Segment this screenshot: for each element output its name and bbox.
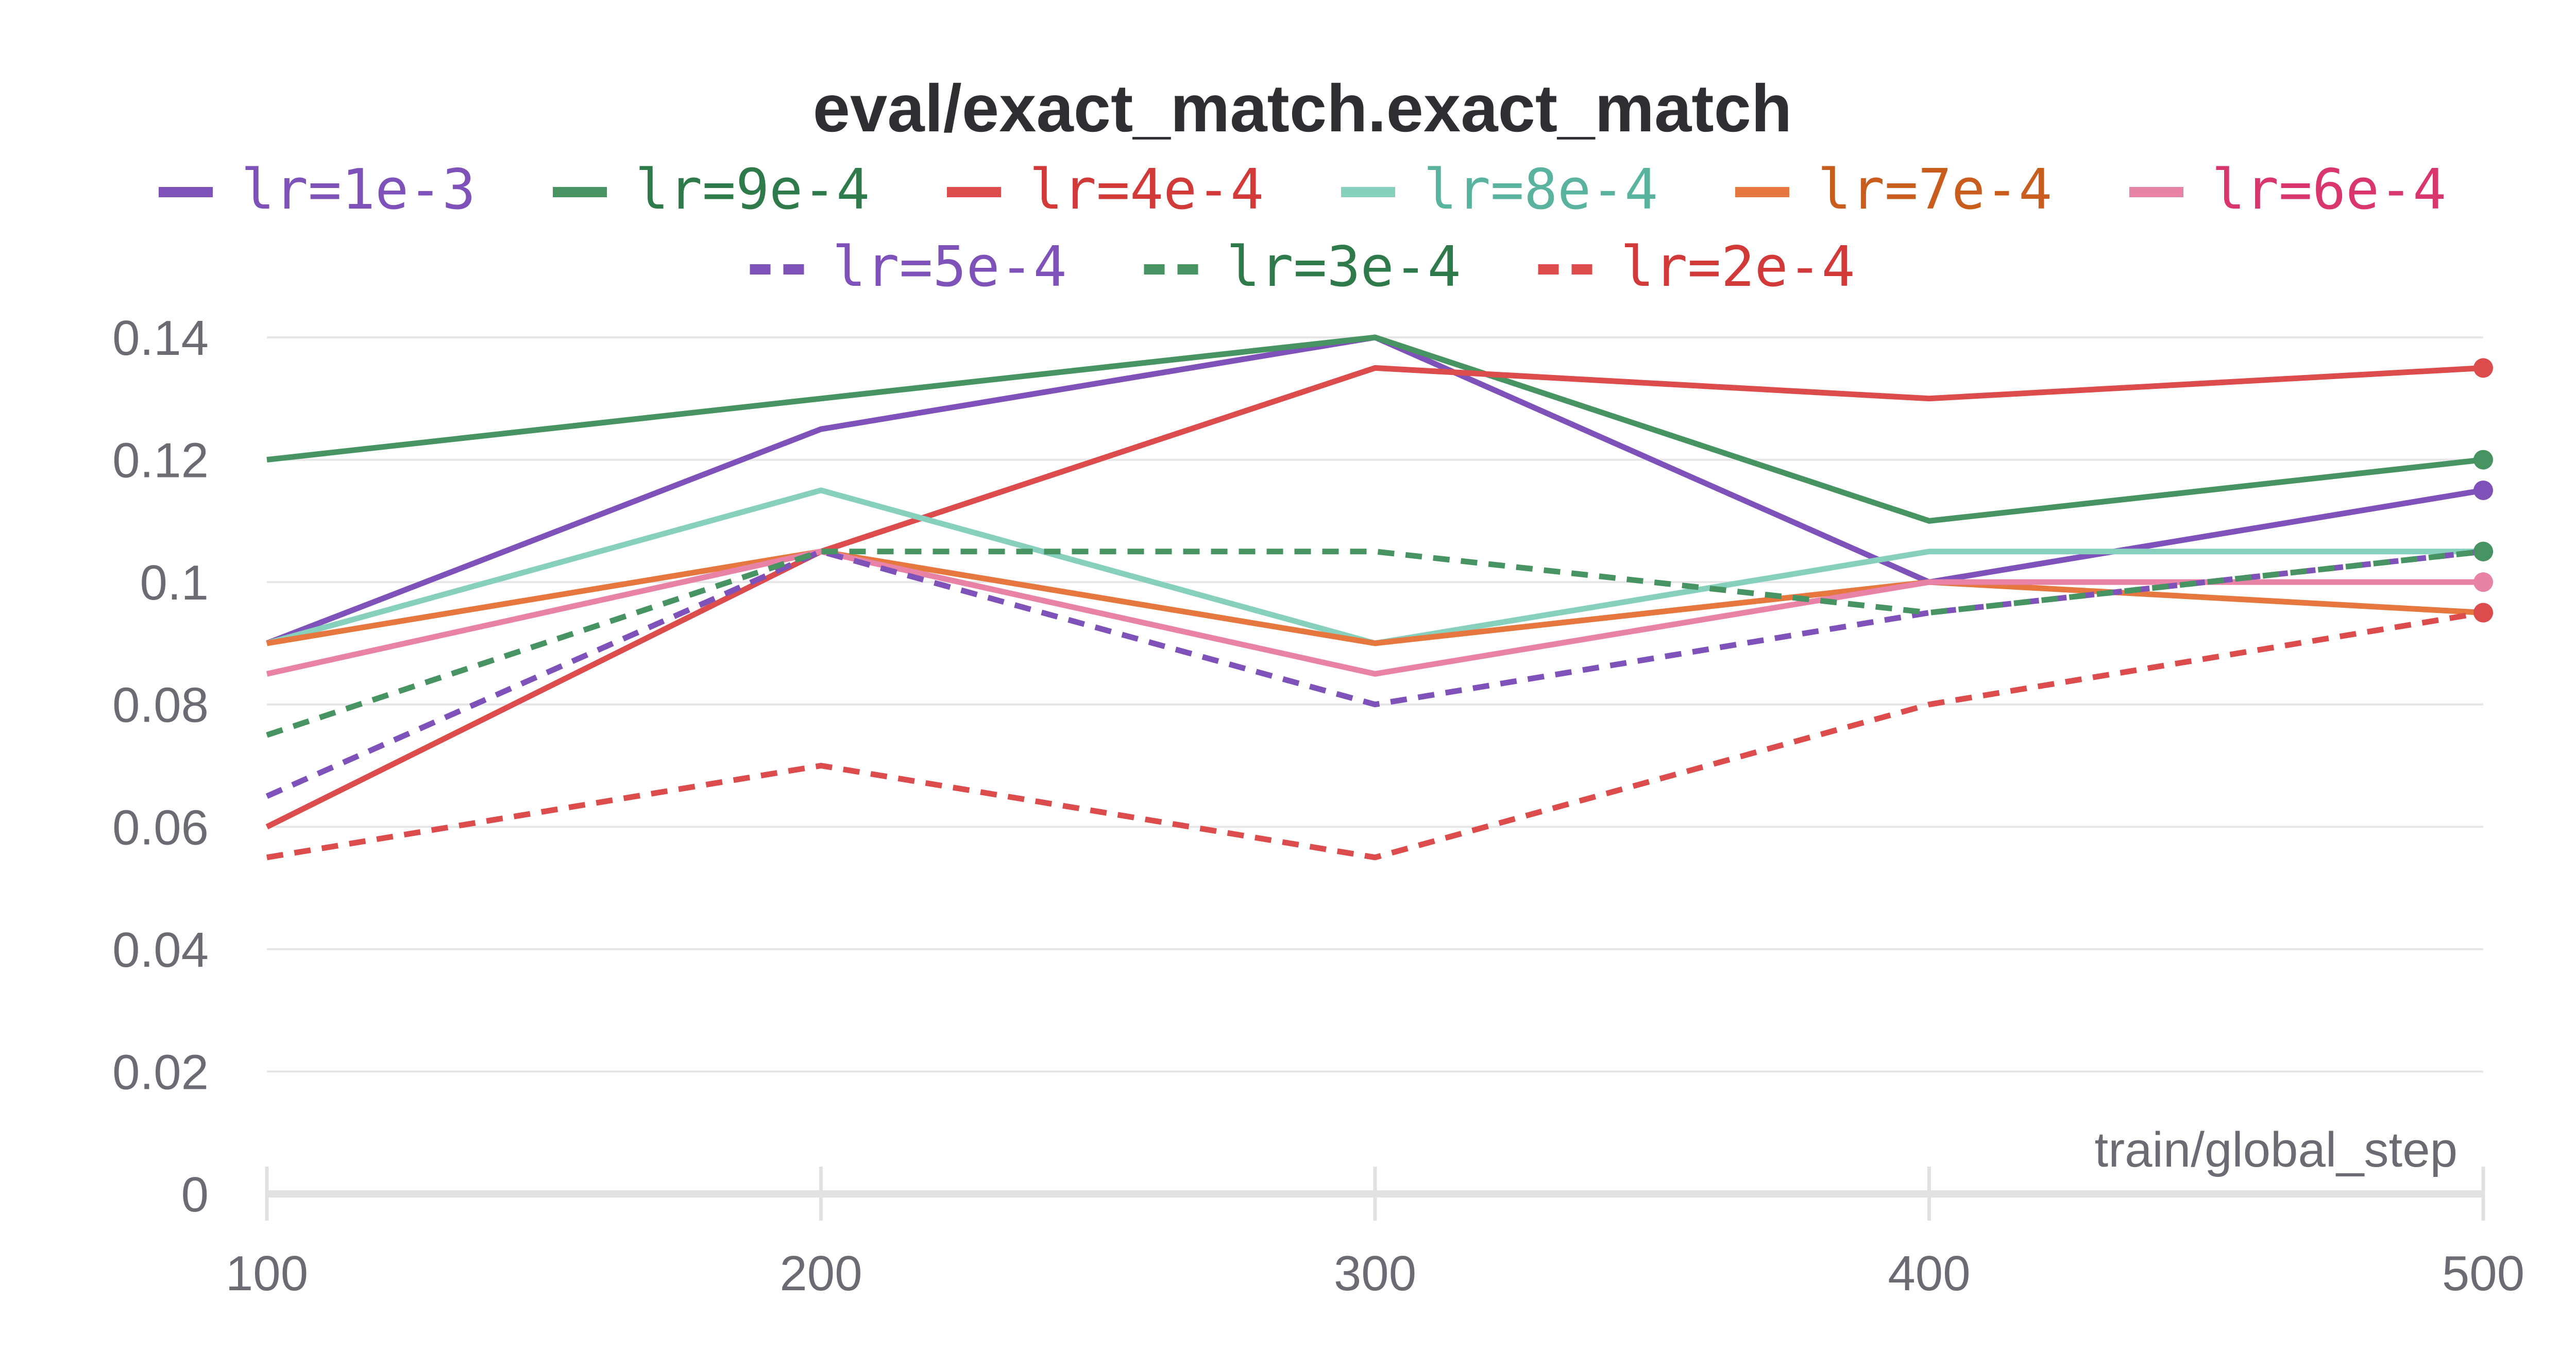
series-line: [265, 549, 2484, 799]
legend-item: lr=8e-4: [1341, 158, 1658, 222]
series-lines: [265, 334, 2484, 861]
legend-item: lr=3e-4: [1144, 235, 1461, 299]
x-tick-label: 500: [2442, 1246, 2524, 1301]
series-end-point: [2473, 603, 2493, 623]
legend-item: lr=4e-4: [947, 158, 1264, 222]
legend-label: lr=4e-4: [1029, 158, 1264, 222]
legend-item: lr=1e-3: [159, 158, 476, 222]
y-tick-label: 0.12: [112, 433, 209, 488]
x-tick-label: 300: [1334, 1246, 1416, 1301]
legend-label: lr=3e-4: [1227, 235, 1461, 299]
legend-item: lr=7e-4: [1735, 158, 2052, 222]
legend: lr=1e-3 lr=9e-4 lr=4e-4 lr=8e-4 lr=7e-4 lr=6e…: [159, 158, 2446, 299]
legend-label: lr=5e-4: [833, 235, 1067, 299]
legend-item: lr=9e-4: [553, 158, 870, 222]
y-tick-label: 0.1: [140, 555, 209, 610]
legend-item: lr=2e-4: [1538, 235, 1855, 299]
x-axis-label: train/global_step: [2095, 1122, 2458, 1177]
x-tick-label: 200: [779, 1246, 862, 1301]
y-tick-label: 0.14: [112, 311, 209, 366]
series-line: [266, 334, 2484, 646]
series-line: [266, 610, 2484, 861]
legend-label: lr=9e-4: [635, 158, 870, 222]
x-axis: 100 200 300 400 500: [226, 1167, 2524, 1301]
legend-label: lr=8e-4: [1423, 158, 1658, 222]
series-line: [266, 549, 2484, 646]
series-line: [266, 549, 2483, 677]
y-tick-label: 0.08: [112, 678, 209, 733]
end-markers: [2473, 358, 2493, 623]
y-tick-label: 0.04: [112, 922, 209, 978]
legend-item: lr=6e-4: [2129, 158, 2446, 222]
legend-label: lr=6e-4: [2212, 158, 2446, 222]
legend-label: lr=1e-3: [241, 158, 476, 222]
series-end-point: [2473, 358, 2493, 378]
series-end-point: [2473, 450, 2493, 470]
series-line: [265, 365, 2484, 830]
legend-label: lr=7e-4: [1818, 158, 2052, 222]
y-tick-label: 0: [181, 1167, 209, 1222]
legend-item: lr=5e-4: [750, 235, 1067, 299]
series-end-point: [2473, 480, 2493, 500]
x-tick-label: 400: [1888, 1246, 1970, 1301]
y-tick-label: 0.06: [112, 800, 209, 855]
y-tick-label: 0.02: [112, 1045, 209, 1100]
series-line: [266, 334, 2484, 524]
chart-title: eval/exact_match.exact_match: [813, 71, 1792, 146]
x-tick-label: 100: [226, 1246, 308, 1301]
series-end-point: [2473, 541, 2493, 561]
legend-label: lr=2e-4: [1621, 235, 1855, 299]
y-axis-ticks: 0 0.02 0.04 0.06 0.08 0.1 0.12 0.14: [112, 311, 209, 1222]
series-end-point: [2473, 572, 2493, 592]
